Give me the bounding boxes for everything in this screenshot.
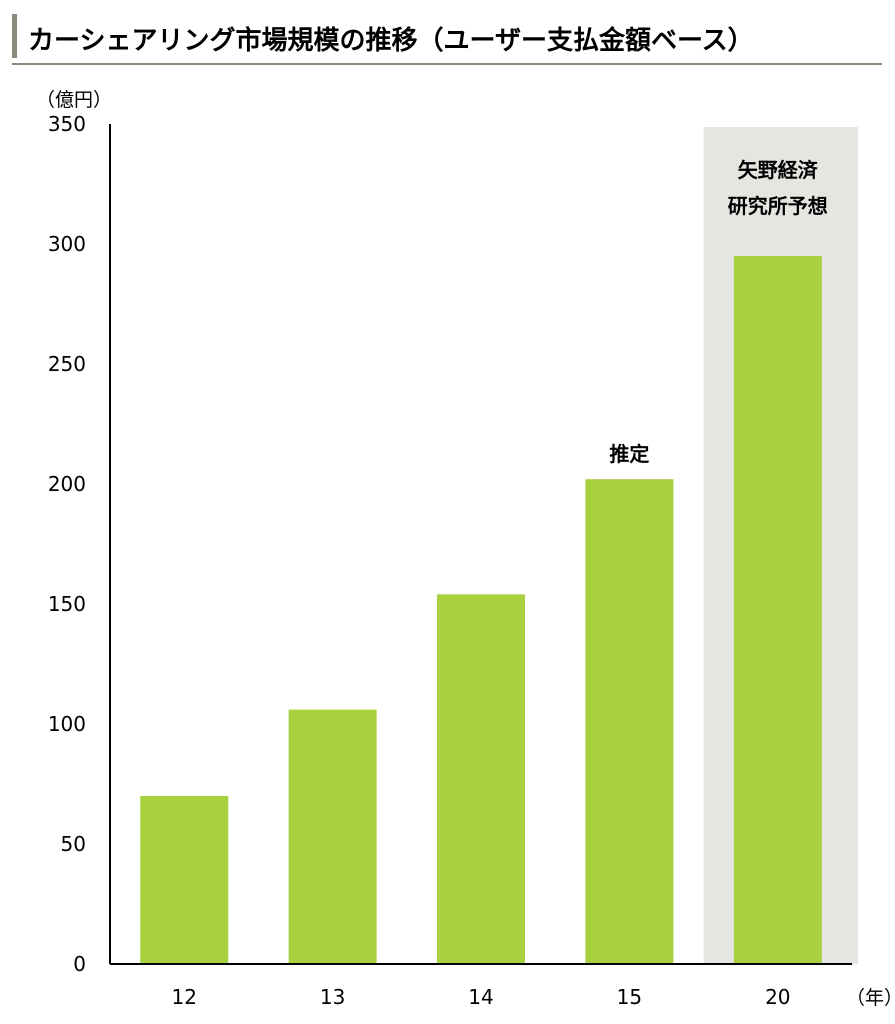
bar-13 [288,709,377,964]
chart-title: カーシェアリング市場規模の推移（ユーザー支払金額ベース） [28,26,754,56]
y-tick-label-100: 100 [48,712,86,736]
bar-12 [140,796,229,964]
y-tick-label-0: 0 [73,952,86,976]
bar-20 [733,256,822,964]
title-underline [12,63,882,65]
y-tick-label-200: 200 [48,472,86,496]
bar-14 [437,594,525,964]
y-tick-label-150: 150 [48,592,86,616]
x-tick-label-15: 15 [617,985,642,1009]
y-tick-label-350: 350 [48,112,86,136]
y-tick-label-250: 250 [48,352,86,376]
x-tick-label-12: 12 [171,985,196,1009]
x-axis-unit-label: （年） [846,987,895,1009]
y-tick-label-50: 50 [61,832,86,856]
y-tick-label-300: 300 [48,232,86,256]
title-accent-bar [12,14,17,58]
x-tick-label-13: 13 [320,985,345,1009]
bar-15 [585,479,674,964]
annotation-estimate-label: 推定 [609,442,649,466]
x-tick-label-20: 20 [765,985,790,1009]
x-tick-label-14: 14 [468,985,493,1009]
annotation-forecast-line-2: 研究所予想 [728,194,828,218]
annotation-forecast-line-1: 矢野経済 [738,158,819,182]
chart-title-block: カーシェアリング市場規模の推移（ユーザー支払金額ベース） [12,14,882,60]
y-axis-unit-label: （億円） [36,89,112,111]
